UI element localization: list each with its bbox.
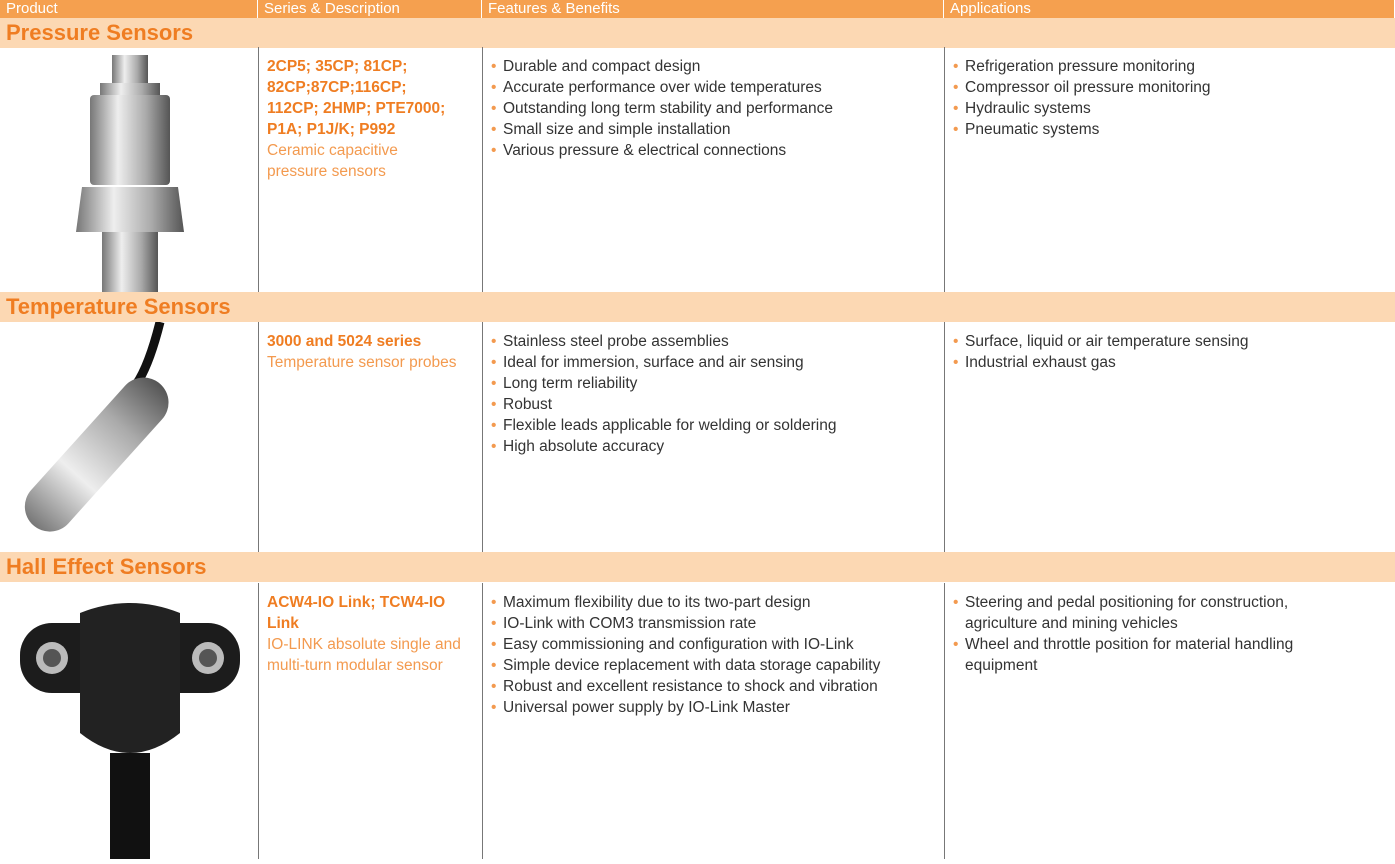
series-cell: ACW4-IO Link; TCW4-IO Link IO-LINK absolu… — [258, 583, 482, 859]
features-list: Stainless steel probe assembliesIdeal fo… — [491, 331, 922, 457]
feature: High absolute accuracy — [491, 436, 922, 457]
column-header: Features & Benefits — [482, 0, 944, 18]
feature: Ideal for immersion, surface and air sen… — [491, 352, 922, 373]
description: Temperature sensor probes — [267, 354, 457, 371]
applications-list: Surface, liquid or air temperature sensi… — [953, 331, 1345, 373]
feature: IO-Link with COM3 transmission rate — [491, 613, 922, 634]
application: Steering and pedal positioning for const… — [953, 592, 1345, 634]
application: Hydraulic systems — [953, 98, 1345, 119]
applications-cell: Refrigeration pressure monitoringCompres… — [944, 47, 1395, 292]
features-cell: Stainless steel probe assembliesIdeal fo… — [482, 322, 944, 552]
application: Refrigeration pressure monitoring — [953, 56, 1345, 77]
feature: Robust — [491, 394, 922, 415]
column-header: Series & Description — [258, 0, 482, 18]
series: 3000 and 5024 series — [267, 333, 422, 350]
section-title: Hall Effect Sensors — [0, 552, 1395, 582]
feature: Robust and excellent resistance to shock… — [491, 676, 922, 697]
pressure-sensor-image — [76, 55, 184, 292]
applications-cell: Surface, liquid or air temperature sensi… — [944, 322, 1395, 552]
series-cell: 3000 and 5024 series Temperature sensor p… — [258, 322, 482, 552]
application: Industrial exhaust gas — [953, 352, 1345, 373]
features-list: Durable and compact designAccurate perfo… — [491, 56, 922, 161]
applications-cell: Steering and pedal positioning for const… — [944, 583, 1395, 859]
feature: Universal power supply by IO-Link Master — [491, 697, 922, 718]
feature: Outstanding long term stability and perf… — [491, 98, 922, 119]
column-header: Product — [0, 0, 258, 18]
feature: Durable and compact design — [491, 56, 922, 77]
applications-list: Refrigeration pressure monitoringCompres… — [953, 56, 1345, 140]
description: Ceramic capacitive pressure sensors — [267, 142, 398, 180]
series: ACW4-IO Link; TCW4-IO Link — [267, 594, 446, 632]
hall-sensor-image — [20, 603, 240, 859]
feature: Flexible leads applicable for welding or… — [491, 415, 922, 436]
feature: Small size and simple installation — [491, 119, 922, 140]
product-image — [0, 583, 258, 864]
application: Compressor oil pressure monitoring — [953, 77, 1345, 98]
applications-list: Steering and pedal positioning for const… — [953, 592, 1345, 676]
application: Pneumatic systems — [953, 119, 1345, 140]
feature: Easy commissioning and configuration wit… — [491, 634, 922, 655]
product-image — [0, 47, 258, 297]
feature: Accurate performance over wide temperatu… — [491, 77, 922, 98]
feature: Maximum flexibility due to its two-part … — [491, 592, 922, 613]
feature: Stainless steel probe assemblies — [491, 331, 922, 352]
section-title: Pressure Sensors — [0, 18, 1395, 48]
section-title: Temperature Sensors — [0, 292, 1395, 322]
feature: Simple device replacement with data stor… — [491, 655, 922, 676]
feature: Long term reliability — [491, 373, 922, 394]
feature: Various pressure & electrical connection… — [491, 140, 922, 161]
features-list: Maximum flexibility due to its two-part … — [491, 592, 922, 718]
features-cell: Maximum flexibility due to its two-part … — [482, 583, 944, 859]
description: IO-LINK absolute single and multi-turn m… — [267, 636, 461, 674]
series: 2CP5; 35CP; 81CP; 82CP;87CP;116CP; 112CP… — [267, 58, 446, 138]
product-image — [0, 320, 258, 557]
application: Surface, liquid or air temperature sensi… — [953, 331, 1345, 352]
column-header: Applications — [944, 0, 1395, 18]
series-cell: 2CP5; 35CP; 81CP; 82CP;87CP;116CP; 112CP… — [258, 47, 482, 292]
temperature-probe-image — [24, 320, 169, 532]
application: Wheel and throttle position for material… — [953, 634, 1345, 676]
features-cell: Durable and compact designAccurate perfo… — [482, 47, 944, 292]
